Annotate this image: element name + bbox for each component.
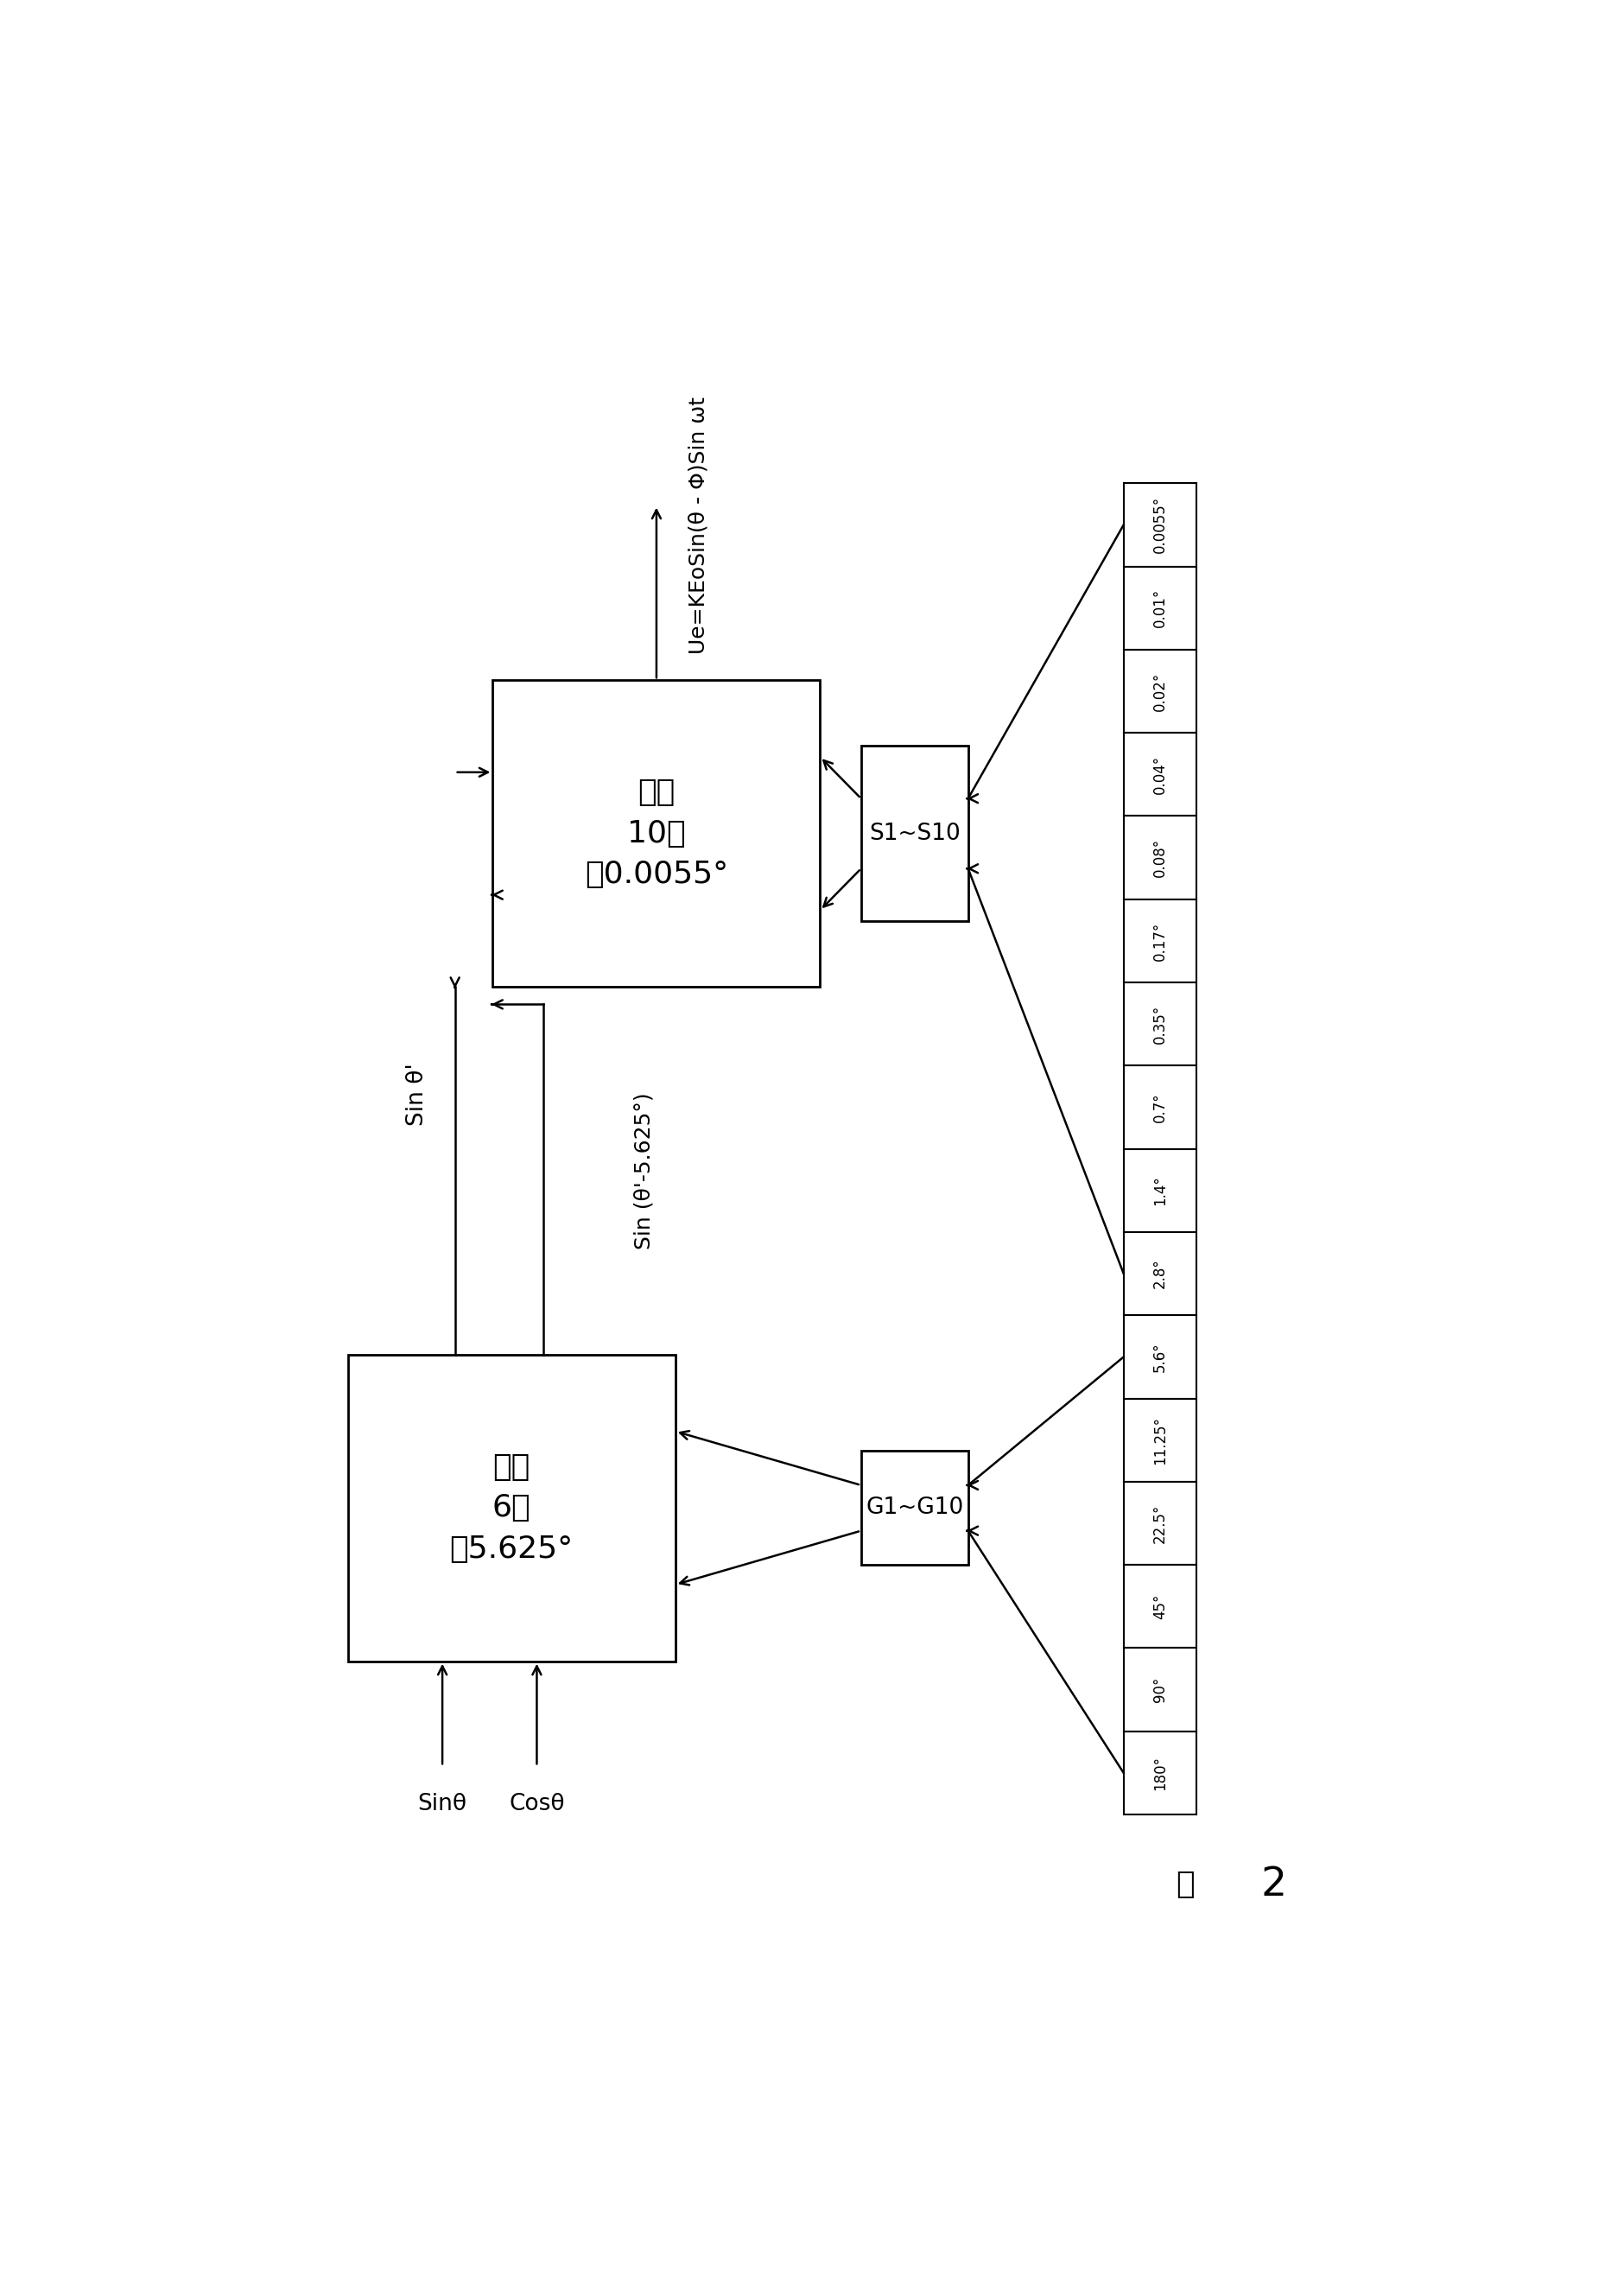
- Bar: [1124, 817, 1195, 899]
- Text: 0.01°: 0.01°: [1151, 589, 1168, 628]
- Text: 粗分
6位
至5.625°: 粗分 6位 至5.625°: [450, 1451, 573, 1563]
- Bar: [1124, 1065, 1195, 1149]
- Bar: [1124, 1233, 1195, 1315]
- Text: Cosθ: Cosθ: [508, 1793, 565, 1815]
- Bar: [1124, 983, 1195, 1065]
- Text: Sin θ': Sin θ': [406, 1062, 429, 1126]
- Text: 图: 图: [1176, 1870, 1194, 1900]
- Text: 0.35°: 0.35°: [1151, 1006, 1168, 1044]
- Text: 11.25°: 11.25°: [1151, 1415, 1168, 1465]
- Text: 45°: 45°: [1151, 1595, 1168, 1620]
- Bar: [348, 1354, 676, 1661]
- Bar: [861, 1451, 968, 1565]
- Bar: [1124, 899, 1195, 983]
- Text: 0.02°: 0.02°: [1151, 671, 1168, 710]
- Text: 0.17°: 0.17°: [1151, 921, 1168, 960]
- Text: 5.6°: 5.6°: [1151, 1342, 1168, 1372]
- Bar: [1124, 1149, 1195, 1233]
- Text: Sinθ: Sinθ: [417, 1793, 466, 1815]
- Bar: [1124, 1399, 1195, 1481]
- Bar: [1124, 733, 1195, 817]
- Text: G1~G10: G1~G10: [866, 1497, 963, 1520]
- Bar: [1124, 1647, 1195, 1731]
- Text: 2: 2: [1260, 1866, 1286, 1904]
- Text: Sin (θ'-5.625°): Sin (θ'-5.625°): [633, 1092, 654, 1249]
- Text: 1.4°: 1.4°: [1151, 1176, 1168, 1206]
- Bar: [861, 746, 968, 921]
- Text: 0.04°: 0.04°: [1151, 755, 1168, 794]
- Text: S1~S10: S1~S10: [869, 821, 960, 844]
- Bar: [1124, 651, 1195, 733]
- Bar: [1124, 482, 1195, 566]
- Text: 0.0055°: 0.0055°: [1151, 496, 1168, 553]
- Text: 180°: 180°: [1151, 1756, 1168, 1790]
- Bar: [492, 680, 820, 987]
- Text: Ue=KEoSin(θ - Φ)Sin ωt: Ue=KEoSin(θ - Φ)Sin ωt: [687, 396, 708, 653]
- Text: 细分
10位
至0.0055°: 细分 10位 至0.0055°: [585, 778, 728, 890]
- Bar: [1124, 566, 1195, 651]
- Bar: [1124, 1565, 1195, 1647]
- Text: 2.8°: 2.8°: [1151, 1258, 1168, 1288]
- Bar: [1124, 1731, 1195, 1815]
- Text: 0.7°: 0.7°: [1151, 1092, 1168, 1122]
- Text: 90°: 90°: [1151, 1677, 1168, 1702]
- Bar: [1124, 1481, 1195, 1565]
- Text: 0.08°: 0.08°: [1151, 837, 1168, 878]
- Text: 22.5°: 22.5°: [1151, 1504, 1168, 1542]
- Bar: [1124, 1315, 1195, 1399]
